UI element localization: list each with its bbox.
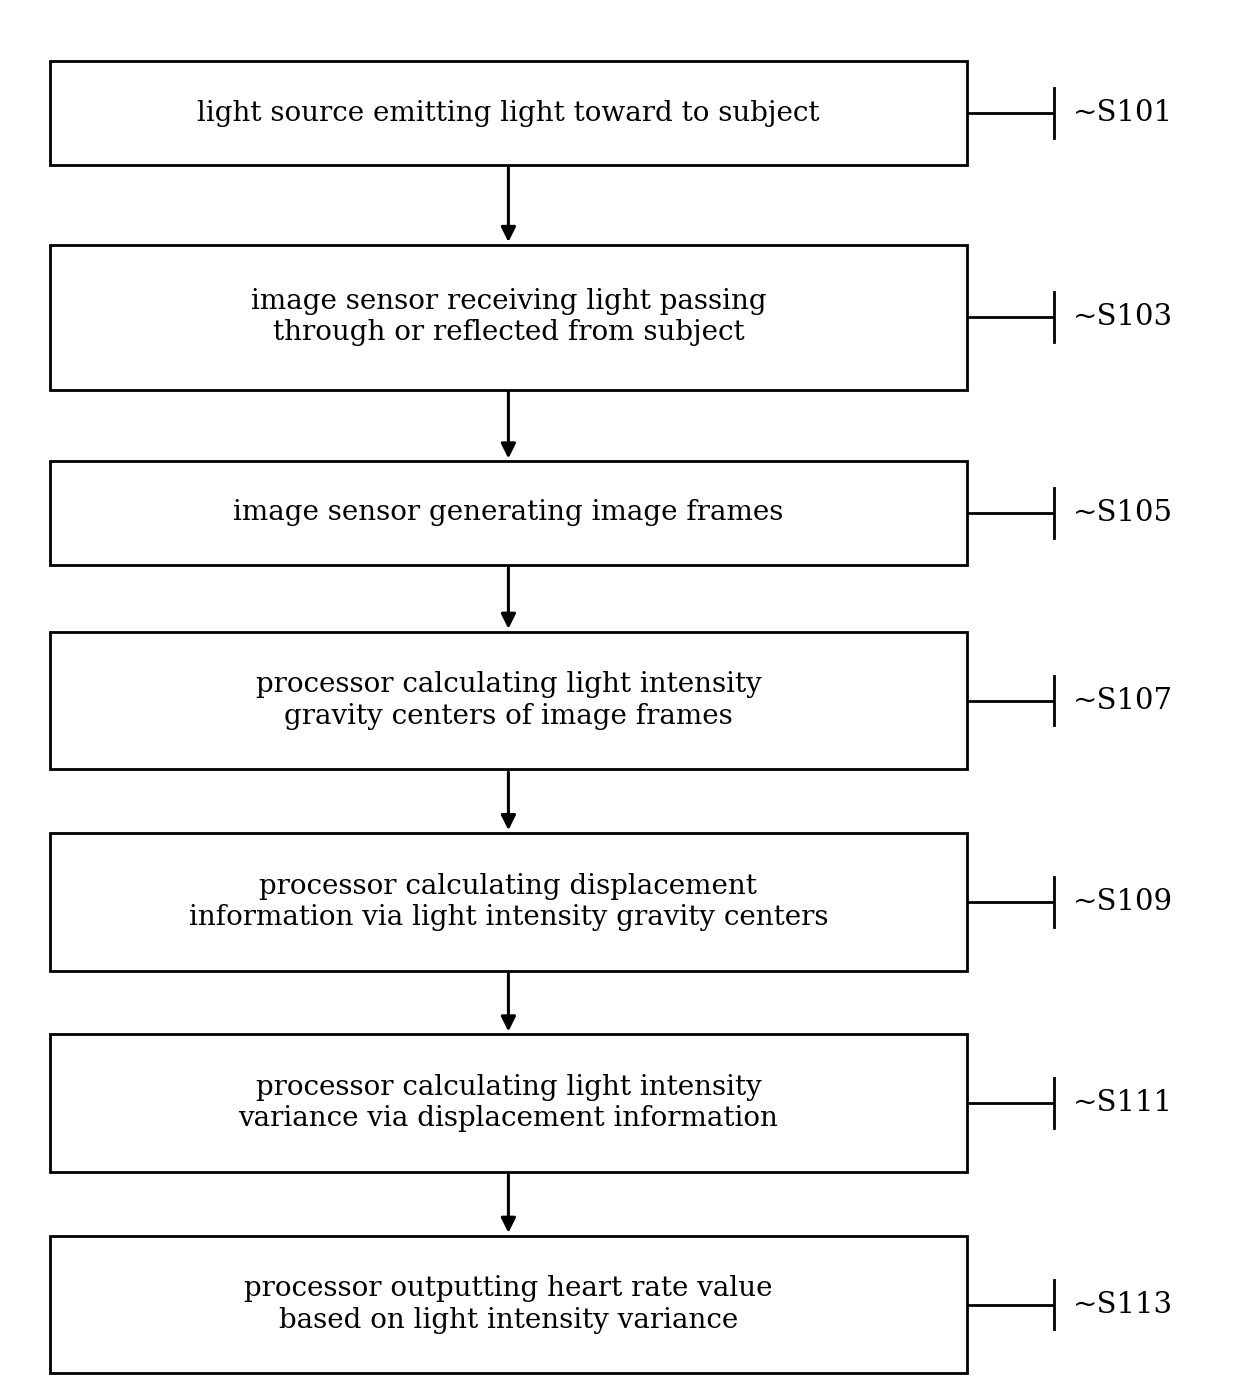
Text: ~S111: ~S111 [1073, 1089, 1173, 1117]
Text: ~S113: ~S113 [1073, 1291, 1173, 1318]
Text: ~S103: ~S103 [1073, 303, 1173, 331]
Text: processor calculating light intensity
gravity centers of image frames: processor calculating light intensity gr… [255, 672, 761, 729]
Text: image sensor receiving light passing
through or reflected from subject: image sensor receiving light passing thr… [250, 288, 766, 346]
Text: light source emitting light toward to subject: light source emitting light toward to su… [197, 99, 820, 127]
Text: processor calculating light intensity
variance via displacement information: processor calculating light intensity va… [238, 1074, 779, 1132]
Bar [50, 245, 967, 389]
Text: ~S107: ~S107 [1073, 687, 1173, 714]
Bar [50, 833, 967, 971]
Bar [50, 461, 967, 565]
Bar [50, 632, 967, 769]
Bar [50, 61, 967, 164]
Text: processor calculating displacement
information via light intensity gravity cente: processor calculating displacement infor… [188, 873, 828, 931]
Bar [50, 1236, 967, 1373]
Text: ~S109: ~S109 [1073, 888, 1173, 916]
Bar [50, 1034, 967, 1172]
Text: ~S105: ~S105 [1073, 499, 1173, 527]
Text: ~S101: ~S101 [1073, 99, 1173, 127]
Text: image sensor generating image frames: image sensor generating image frames [233, 499, 784, 527]
Text: processor outputting heart rate value
based on light intensity variance: processor outputting heart rate value ba… [244, 1276, 773, 1333]
